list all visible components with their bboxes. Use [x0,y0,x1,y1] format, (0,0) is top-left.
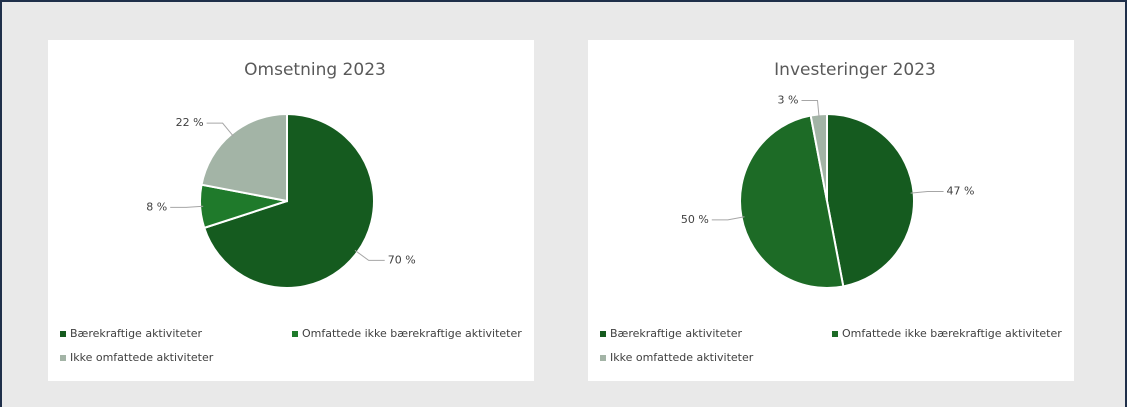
data-label: 70 % [388,253,416,266]
leader-line [801,99,820,118]
legend-swatch [832,331,838,337]
legend-label: Ikke omfattede aktiviteter [610,351,754,364]
data-label: 22 % [176,116,204,129]
data-label: 3 % [778,93,799,106]
leader-line [354,249,385,261]
leader-line [206,122,234,137]
leader-line [170,205,204,208]
legend-label: Bærekraftige aktiviteter [70,327,203,340]
legend-swatch [600,331,606,337]
legend-swatch [600,355,606,361]
chart-title: Omsetning 2023 [244,60,386,80]
data-label: 50 % [681,213,709,226]
legend-label: Ikke omfattede aktiviteter [70,351,214,364]
legend-swatch [292,331,298,337]
leader-line [910,190,944,194]
legend-label: Bærekraftige aktiviteter [610,327,743,340]
data-label: 47 % [947,184,975,197]
legend-label: Omfattede ikke bærekraftige aktiviteter [302,327,522,340]
leader-line [711,216,745,221]
legend-label: Omfattede ikke bærekraftige aktiviteter [842,327,1062,340]
data-label: 8 % [146,200,167,213]
legend-swatch [60,331,66,337]
legend-swatch [60,355,66,361]
chart-title: Investeringer 2023 [774,60,936,80]
